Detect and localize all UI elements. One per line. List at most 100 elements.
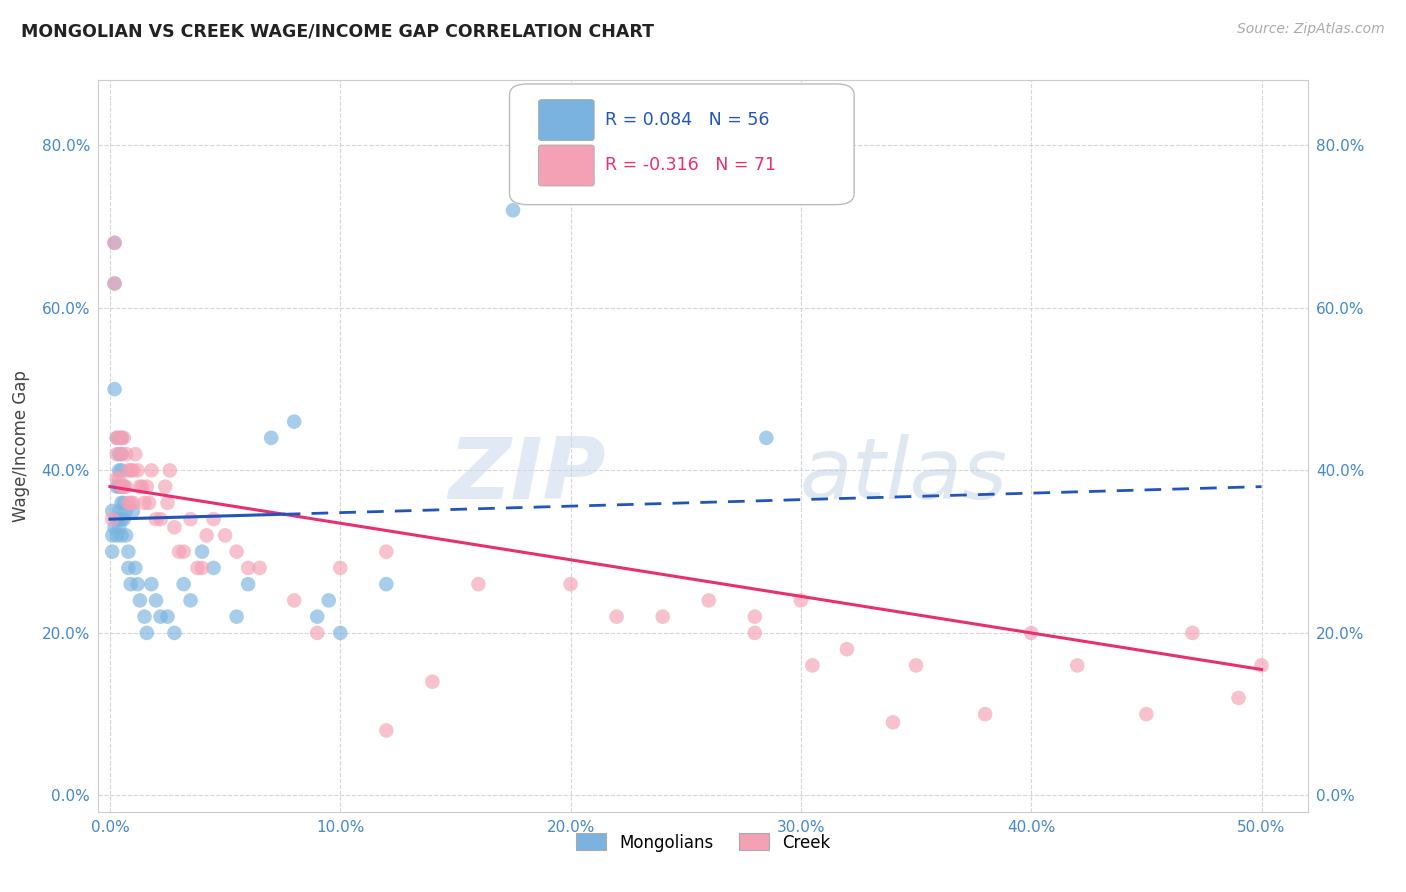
Point [225,544,247,558]
Point [120,496,142,510]
Point [375,723,398,738]
FancyBboxPatch shape [509,84,855,204]
Point [156,496,179,510]
Point [606,609,628,624]
Point [744,609,766,624]
Point [101,528,124,542]
Point [145,512,167,526]
Point [260,431,283,445]
Point [159,463,181,477]
Point [110,480,132,494]
Point [135,626,157,640]
Point [502,203,524,218]
Point [105,512,128,526]
FancyBboxPatch shape [538,145,595,186]
Point [105,447,128,461]
Point [790,593,813,607]
Point [117,463,139,477]
Point [127,577,149,591]
Point [108,480,131,494]
Point [128,480,150,494]
Point [108,520,131,534]
Point [560,577,582,591]
Point [105,471,128,485]
Point [307,626,329,640]
Point [180,512,202,526]
Point [744,626,766,640]
Point [1250,658,1272,673]
Point [467,577,489,591]
Point [191,544,214,558]
Point [122,504,145,518]
Point [697,593,720,607]
Point [103,277,125,291]
Point [801,658,824,673]
Point [103,277,125,291]
Point [651,609,673,624]
Point [115,480,138,494]
Point [112,480,135,494]
Point [124,561,146,575]
FancyBboxPatch shape [538,100,595,141]
Point [110,480,132,494]
Point [103,382,125,396]
Point [167,544,190,558]
Point [134,496,156,510]
Point [122,463,145,477]
Point [202,561,225,575]
Text: atlas: atlas [800,434,1008,516]
Point [117,496,139,510]
Y-axis label: Wage/Income Gap: Wage/Income Gap [13,370,31,522]
Point [1135,707,1157,722]
Point [112,496,135,510]
Point [124,447,146,461]
Point [110,528,132,542]
Point [127,463,149,477]
Point [1227,690,1250,705]
Point [110,447,132,461]
Point [173,544,195,558]
Point [307,609,329,624]
Point [112,480,135,494]
Point [186,561,208,575]
Point [236,561,259,575]
Point [108,504,131,518]
Point [131,480,153,494]
Point [134,609,156,624]
Point [138,496,160,510]
Point [110,463,132,477]
Point [117,544,139,558]
Point [1066,658,1088,673]
Point [110,447,132,461]
Point [101,512,124,526]
Point [108,471,131,485]
Point [191,561,214,575]
Point [202,512,225,526]
Point [835,642,858,657]
Point [163,520,186,534]
Point [375,544,398,558]
Point [110,512,132,526]
Point [173,577,195,591]
Text: R = 0.084   N = 56: R = 0.084 N = 56 [605,112,769,129]
Text: MONGOLIAN VS CREEK WAGE/INCOME GAP CORRELATION CHART: MONGOLIAN VS CREEK WAGE/INCOME GAP CORRE… [21,22,654,40]
Text: ZIP: ZIP [449,434,606,516]
Point [156,609,179,624]
Point [128,593,150,607]
Point [149,512,172,526]
Point [110,496,132,510]
Point [115,447,138,461]
Point [117,561,139,575]
Point [101,544,124,558]
Point [135,480,157,494]
Point [141,577,163,591]
Point [329,626,352,640]
Text: R = -0.316   N = 71: R = -0.316 N = 71 [605,156,776,175]
Point [236,577,259,591]
Point [195,528,218,542]
Point [101,504,124,518]
Point [108,431,131,445]
Point [110,431,132,445]
Point [112,512,135,526]
Point [103,235,125,250]
